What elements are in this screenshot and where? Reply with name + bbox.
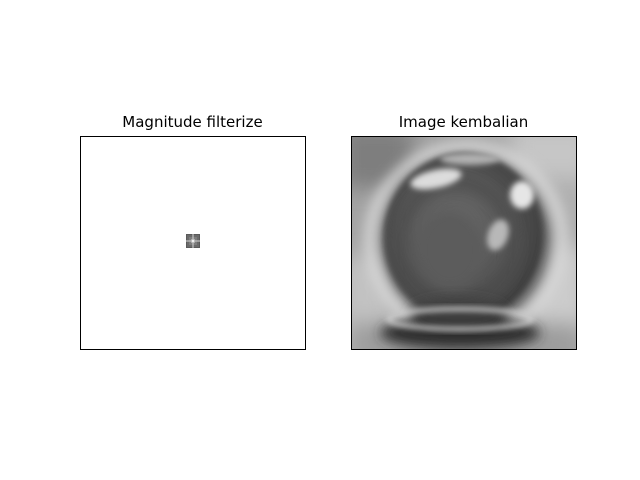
magnitude-spectrum-image (81, 137, 305, 349)
axes-reconstructed (351, 136, 577, 350)
panel-title-reconstructed: Image kembalian (398, 113, 529, 131)
panel-title-magnitude: Magnitude filterize (122, 113, 263, 131)
reconstructed-image (352, 137, 576, 349)
axes-magnitude (80, 136, 306, 350)
